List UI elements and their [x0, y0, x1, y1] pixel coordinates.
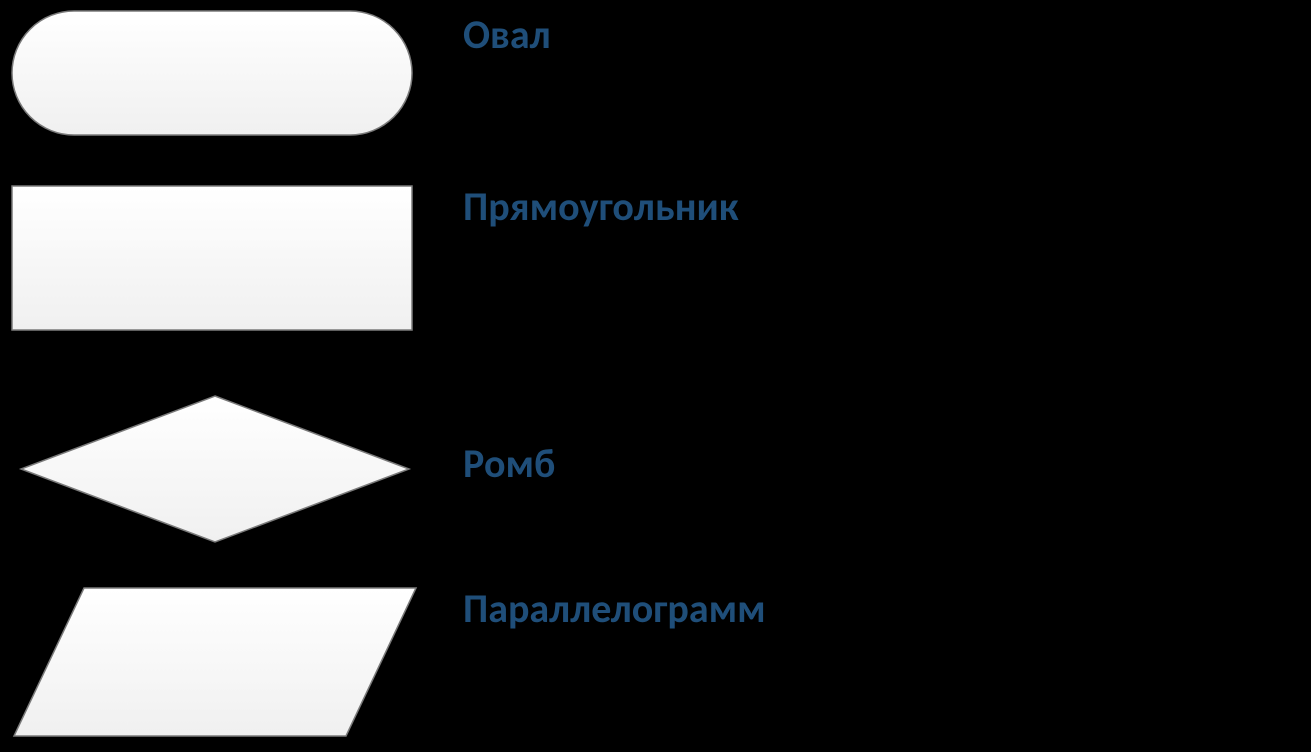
shape-cell-rectangle	[0, 176, 430, 346]
shape-cell-rhombus	[0, 384, 430, 554]
label-rhombus: Ромб	[463, 439, 555, 488]
row-rectangle: Прямоугольник	[0, 176, 1311, 346]
label-cell-oval: Овал	[430, 2, 1311, 59]
label-cell-parallelogram: Параллелограмм	[430, 578, 1311, 633]
row-oval: Овал	[0, 2, 1311, 152]
label-cell-rectangle: Прямоугольник	[430, 176, 1311, 231]
rhombus-shape-icon	[13, 388, 417, 550]
label-rectangle: Прямоугольник	[463, 182, 739, 231]
rectangle-shape-icon	[6, 180, 424, 342]
label-parallelogram: Параллелограмм	[463, 584, 766, 633]
shape-cell-oval	[0, 2, 430, 152]
label-oval: Овал	[463, 10, 551, 59]
parallelogram-shape-icon	[6, 580, 424, 746]
row-rhombus: Ромб	[0, 384, 1311, 554]
shapes-legend: Овал Прямоугольник	[0, 0, 1311, 752]
row-parallelogram: Параллелограмм	[0, 578, 1311, 748]
label-cell-rhombus: Ромб	[430, 384, 1311, 488]
oval-shape-icon	[6, 5, 424, 149]
shape-cell-parallelogram	[0, 578, 430, 748]
